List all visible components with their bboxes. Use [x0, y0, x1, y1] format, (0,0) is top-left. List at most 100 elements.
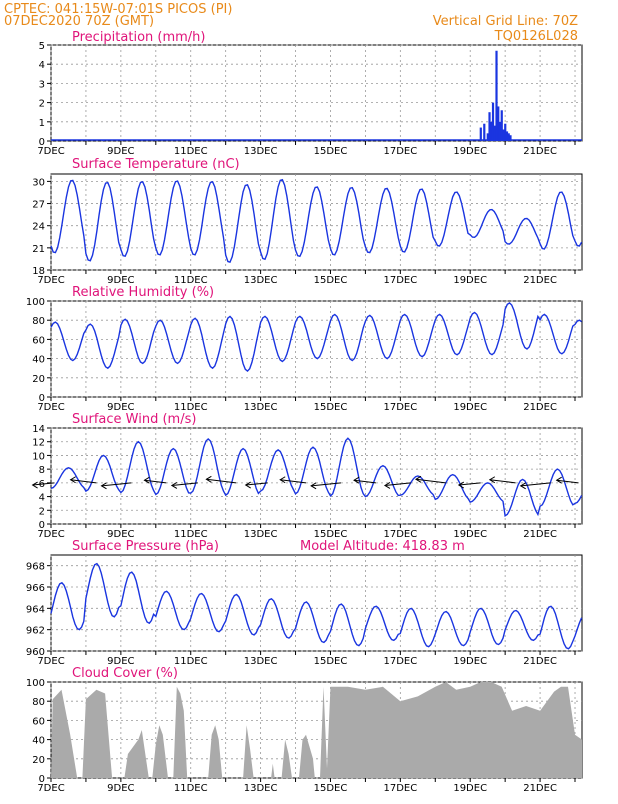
- temperature-series-line: [50, 178, 583, 263]
- wind-ytick-label: 4: [39, 493, 45, 504]
- wind-xtick-label: 9DEC: [107, 529, 134, 540]
- cloud-ytick-label: 100: [26, 678, 45, 689]
- precip-xtick-label: 9DEC: [107, 146, 134, 157]
- temperature-xtick-label: 7DEC: [37, 275, 64, 286]
- precip-ytick-label: 2: [39, 99, 45, 110]
- cloud-xtick-label: 21DEC: [523, 783, 557, 794]
- wind-arrow: [70, 479, 97, 484]
- pressure-xtick-label: 21DEC: [523, 656, 557, 667]
- precip-bar: [491, 102, 495, 141]
- precip-ytick-label: 4: [39, 60, 45, 71]
- temperature-ytick-label: 27: [32, 200, 45, 211]
- humidity-ytick-label: 0: [39, 393, 45, 404]
- precip-bar: [102, 140, 105, 141]
- wind-xtick-label: 17DEC: [383, 529, 417, 540]
- precip-bar: [498, 121, 502, 141]
- precip-xtick-label: 15DEC: [314, 146, 348, 157]
- temperature-xtick-label: 17DEC: [383, 275, 417, 286]
- wind-arrow-head: [143, 476, 150, 484]
- pressure-series-line: [50, 562, 583, 650]
- cloud-ytick-label: 60: [32, 716, 45, 727]
- humidity-series-line: [50, 302, 582, 373]
- temperature-xtick-label: 13DEC: [244, 275, 278, 286]
- wind-arrow-head: [383, 482, 391, 489]
- wind-arrow: [171, 482, 198, 486]
- cloud-xtick-label: 19DEC: [453, 783, 487, 794]
- precip-bar: [507, 133, 510, 141]
- wind-arrow-head: [519, 482, 526, 490]
- wind-arrow: [144, 479, 167, 484]
- cloud-xtick-label: 17DEC: [383, 783, 417, 794]
- pressure-ytick-label: 968: [26, 562, 45, 573]
- wind-ytick-label: 0: [39, 520, 45, 531]
- wind-arrow-head: [457, 481, 465, 489]
- wind-arrow-head: [205, 475, 212, 483]
- temperature-ytick-label: 24: [32, 222, 45, 233]
- humidity-ytick-label: 100: [26, 297, 45, 308]
- wind-arrow-head: [244, 481, 251, 489]
- humidity-frame: [50, 300, 583, 398]
- humidity-xtick-label: 7DEC: [37, 402, 64, 413]
- temperature-panel: Surface Temperature (nC) 18 21 24 27 30 7DEC 9…: [32, 157, 583, 286]
- wind-arrow: [280, 479, 307, 484]
- cloud-ytick-label: 80: [32, 697, 45, 708]
- pressure-xtick-label: 7DEC: [37, 656, 64, 667]
- run-label: 07DEC2020 70Z (GMT): [4, 14, 154, 29]
- wind-arrow: [415, 478, 446, 484]
- wind-xtick-label: 7DEC: [37, 529, 64, 540]
- cloud-panel: Cloud Cover (%) 0 20 40 60 80 100 7DEC 9DEC 11DE…: [26, 666, 583, 794]
- precip-ytick-label: 5: [39, 41, 45, 52]
- temperature-ytick-label: 21: [32, 244, 45, 255]
- temperature-xtick-label: 19DEC: [453, 275, 487, 286]
- pressure-xtick-label: 9DEC: [107, 656, 134, 667]
- temperature-xtick-label: 15DEC: [314, 275, 348, 286]
- precip-bar: [486, 133, 489, 141]
- model-code: TQ0126L028: [494, 29, 578, 44]
- temperature-frame: [50, 173, 583, 271]
- pressure-xtick-label: 17DEC: [383, 656, 417, 667]
- humidity-ytick-label: 20: [32, 374, 45, 385]
- wind-ytick-label: 10: [32, 451, 45, 462]
- humidity-xtick-label: 15DEC: [314, 402, 348, 413]
- grid-note: Vertical Grid Line: 70Z: [433, 14, 578, 29]
- precip-bar: [502, 129, 505, 141]
- wind-arrow: [32, 482, 55, 486]
- wind-arrow-head: [555, 476, 562, 484]
- pressure-title: Surface Pressure (hPa): [72, 539, 219, 554]
- wind-arrow-head: [488, 476, 496, 484]
- precip-bar: [500, 110, 503, 141]
- cloud-xtick-label: 15DEC: [314, 783, 348, 794]
- precip-xtick-label: 17DEC: [383, 146, 417, 157]
- precip-bar: [420, 140, 423, 141]
- temperature-xtick-label: 21DEC: [523, 275, 557, 286]
- wind-arrow-head: [353, 476, 360, 484]
- station-label: CPTEC: 041:15W-07:01S PICOS (PI): [4, 2, 232, 17]
- wind-arrow: [489, 479, 516, 484]
- pressure-ytick-label: 964: [26, 604, 45, 615]
- pressure-frame: [50, 554, 583, 652]
- precip-bar: [504, 123, 507, 141]
- cloud-xtick-label: 13DEC: [244, 783, 278, 794]
- wind-xtick-label: 11DEC: [174, 529, 208, 540]
- pressure-panel: Surface Pressure (hPa) Model Altitude: 4…: [26, 539, 583, 667]
- wind-xtick-label: 13DEC: [244, 529, 278, 540]
- wind-ytick-label: 14: [32, 424, 45, 435]
- precip-bar: [509, 135, 512, 141]
- humidity-xtick-label: 9DEC: [107, 402, 134, 413]
- precip-bar: [505, 131, 509, 141]
- cloud-title: Cloud Cover (%): [72, 666, 178, 681]
- wind-arrow: [101, 482, 132, 487]
- wind-arrow-head: [170, 482, 178, 489]
- model-altitude: Model Altitude: 418.83 m: [300, 539, 465, 554]
- precip-ytick-label: 3: [39, 79, 45, 90]
- precip-bar: [490, 121, 493, 141]
- wind-ytick-label: 2: [39, 506, 45, 517]
- pressure-ytick-label: 962: [26, 626, 45, 637]
- precip-bar: [493, 125, 496, 141]
- humidity-ytick-label: 60: [32, 335, 45, 346]
- precip-panel: Precipitation (mm/h) 0 1 2 3 4 5 7DEC 9DEC 11DEC…: [37, 30, 583, 157]
- cloud-xtick-label: 11DEC: [174, 783, 208, 794]
- precip-xtick-label: 7DEC: [37, 146, 64, 157]
- humidity-xtick-label: 11DEC: [174, 402, 208, 413]
